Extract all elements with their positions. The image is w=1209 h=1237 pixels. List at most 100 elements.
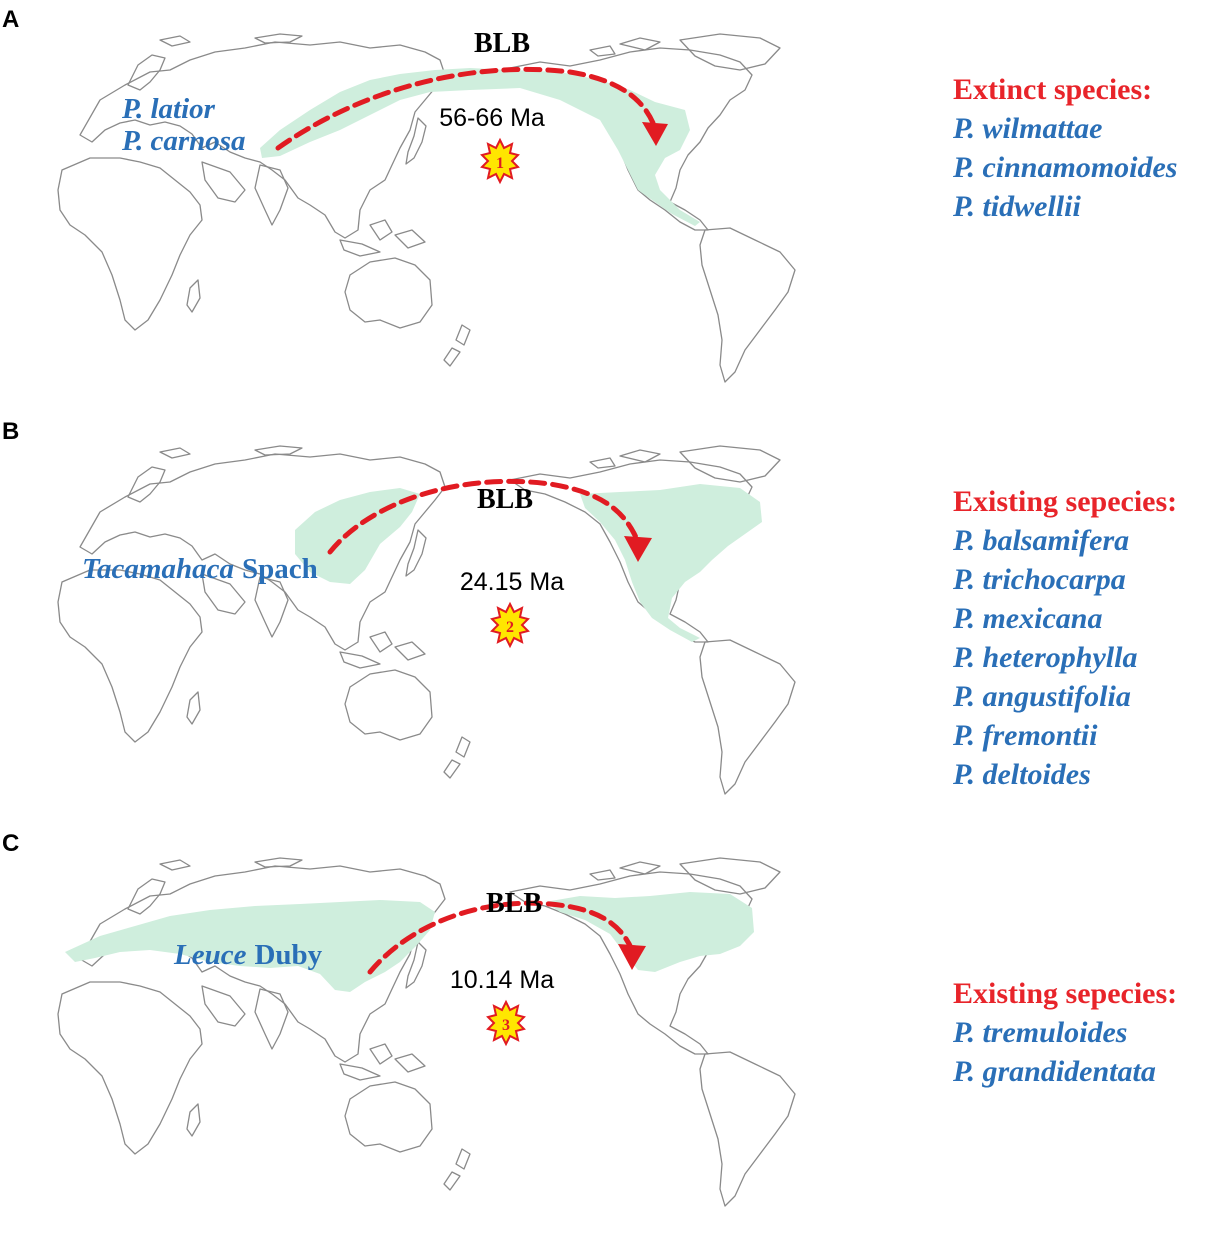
coastlines — [57, 33, 796, 383]
panel-b: B BLB 24. — [0, 412, 1209, 824]
species-list: Existing sepecies: P. balsamifera P. tri… — [953, 482, 1177, 794]
distribution-area — [545, 892, 754, 972]
arctic-island-outline — [619, 861, 661, 875]
taxon-author: Spach — [242, 553, 318, 585]
madagascar-outline — [186, 691, 201, 725]
dispersal-arrow — [327, 478, 641, 555]
island-outline — [394, 229, 426, 249]
arctic-island-outline — [254, 445, 303, 456]
greenland-outline — [679, 33, 781, 71]
age-label: 56-66 Ma — [439, 104, 545, 132]
species-item: P. tremuloides — [953, 1016, 1128, 1049]
madagascar-outline — [186, 279, 201, 313]
island-outline — [339, 1063, 381, 1081]
arabia-outline — [201, 985, 246, 1027]
greenland-outline — [679, 857, 781, 895]
distribution-area — [260, 68, 700, 226]
arctic-island-outline — [619, 449, 661, 463]
australia-outline — [344, 669, 433, 741]
taxon-author: Duby — [254, 939, 322, 971]
distribution-area — [65, 900, 435, 992]
age-label: 10.14 Ma — [450, 966, 554, 994]
event-badge: 2 — [490, 601, 530, 649]
dispersal-arrow — [367, 900, 635, 975]
species-heading: Existing sepecies: — [953, 485, 1178, 518]
new-zealand-outline — [443, 347, 461, 367]
world-map: BLB 10.14 Ma 3 Leuce Duby — [57, 857, 796, 1207]
arctic-island-outline — [159, 859, 191, 871]
world-map: BLB 56-66 Ma 1 P. latior P. carnosa — [57, 30, 796, 383]
india-outline — [254, 988, 289, 1050]
event-number: 3 — [502, 1017, 510, 1034]
india-outline — [254, 576, 289, 638]
scandinavia-outline — [127, 878, 166, 915]
event-number: 2 — [506, 619, 514, 636]
arctic-island-outline — [589, 457, 616, 469]
taxon-genus: Leuce — [173, 939, 247, 971]
arabia-outline — [201, 573, 246, 615]
species-list: Existing sepecies: P. tremuloides P. gra… — [953, 974, 1177, 1091]
species-item: P. trichocarpa — [953, 563, 1126, 596]
madagascar-outline — [186, 1103, 201, 1137]
japan-outline — [405, 117, 427, 165]
coastlines — [57, 445, 796, 795]
arctic-island-outline — [254, 857, 303, 868]
arctic-island-outline — [589, 45, 616, 57]
source-taxon: P. latior — [121, 93, 216, 125]
arrow-head — [618, 944, 646, 970]
panel-c: C BLB 10. — [0, 824, 1209, 1237]
scandinavia-outline — [127, 54, 166, 91]
scandinavia-outline — [127, 466, 166, 503]
distribution-area — [580, 484, 762, 642]
arctic-island-outline — [159, 447, 191, 459]
south-america-outline — [699, 1051, 796, 1207]
island-outline — [339, 239, 381, 257]
japan-outline — [405, 941, 427, 989]
south-america-outline — [699, 639, 796, 795]
north-america-outline — [509, 459, 753, 643]
south-america-outline — [699, 227, 796, 383]
island-outline — [369, 1043, 393, 1065]
island-outline — [394, 1053, 426, 1073]
arctic-island-outline — [254, 33, 303, 44]
island-outline — [369, 219, 393, 241]
panel-label: C — [2, 830, 20, 857]
event-number: 1 — [496, 155, 504, 172]
eurasia-outline — [79, 41, 446, 239]
species-item: P. deltoides — [953, 758, 1091, 791]
arctic-island-outline — [589, 869, 616, 881]
india-outline — [254, 164, 289, 226]
north-america-outline — [509, 871, 753, 1055]
event-badge: 1 — [480, 137, 520, 185]
africa-outline — [57, 981, 203, 1155]
species-item: P. mexicana — [953, 602, 1103, 635]
species-item: P. angustifolia — [953, 680, 1131, 713]
island-outline — [394, 641, 426, 661]
eurasia-outline — [79, 453, 446, 651]
japan-outline — [405, 529, 427, 577]
taxon-genus: Tacamahaca — [82, 553, 234, 585]
new-zealand-outline — [455, 1148, 471, 1170]
australia-outline — [344, 1081, 433, 1153]
species-item: P. tidwellii — [953, 190, 1081, 223]
africa-outline — [57, 569, 203, 743]
age-label: 24.15 Ma — [460, 568, 564, 596]
source-taxon: P. carnosa — [121, 125, 246, 157]
arctic-island-outline — [619, 37, 661, 51]
panel-a: A — [0, 0, 1209, 412]
source-taxon: Tacamahaca Spach — [82, 553, 318, 585]
species-item: P. balsamifera — [953, 524, 1130, 557]
new-zealand-outline — [443, 1171, 461, 1191]
strait-label: BLB — [477, 484, 533, 515]
world-map: BLB 24.15 Ma 2 Tacamahaca Spach — [57, 445, 796, 795]
panel-label: A — [2, 6, 20, 33]
new-zealand-outline — [455, 736, 471, 758]
arrow-head — [624, 536, 652, 562]
event-badge: 3 — [486, 999, 526, 1047]
species-heading: Extinct species: — [953, 73, 1153, 106]
greenland-outline — [679, 445, 781, 483]
island-outline — [339, 651, 381, 669]
source-taxon: Leuce Duby — [173, 939, 323, 971]
species-list: Extinct species: P. wilmattae P. cinnamo… — [953, 70, 1177, 226]
strait-label: BLB — [486, 888, 542, 919]
